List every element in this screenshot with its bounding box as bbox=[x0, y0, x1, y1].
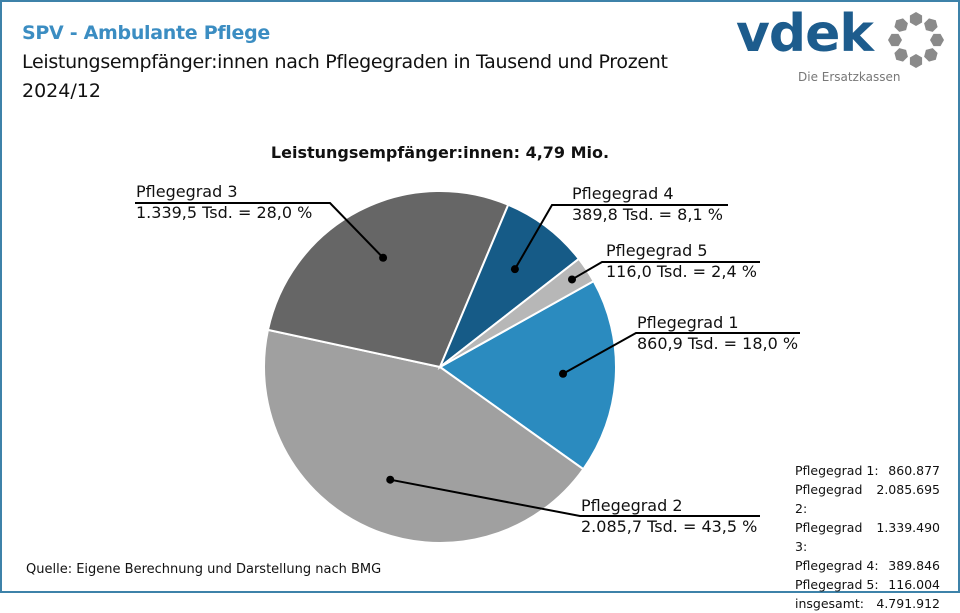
summary-row: Pflegegrad 2: 2.085.695 bbox=[795, 480, 940, 518]
slice-label-value: 116,0 Tsd. = 2,4 % bbox=[606, 262, 757, 281]
summary-value: 116.004 bbox=[888, 577, 940, 592]
summary-value: 2.085.695 bbox=[876, 482, 940, 497]
leader-dot bbox=[379, 253, 388, 262]
logo-wordmark: vdek bbox=[736, 4, 874, 64]
slice-label-name: Pflegegrad 4 bbox=[572, 184, 674, 203]
leader-line bbox=[514, 204, 728, 270]
logo-tagline: Die Ersatzkassen bbox=[798, 70, 901, 84]
summary-value: 389.846 bbox=[888, 558, 940, 573]
leader-dot bbox=[559, 369, 568, 378]
summary-row: Pflegegrad 3: 1.339.490 bbox=[795, 518, 940, 556]
pie-slice-pflegegrad-1 bbox=[438, 279, 617, 471]
slice-label-pflegegrad-4: Pflegegrad 4 389,8 Tsd. = 8,1 % bbox=[572, 183, 723, 225]
summary-row: Pflegegrad 4: 389.846 bbox=[795, 556, 940, 575]
chart-title: SPV - Ambulante Pflege bbox=[22, 22, 270, 44]
pie-slice-pflegegrad-2 bbox=[263, 328, 585, 544]
slice-label-pflegegrad-1: Pflegegrad 1 860,9 Tsd. = 18,0 % bbox=[637, 312, 798, 354]
vdek-logo: vdek Die Ersatzkassen bbox=[732, 4, 952, 88]
slice-label-value: 389,8 Tsd. = 8,1 % bbox=[572, 205, 723, 224]
slice-label-name: Pflegegrad 1 bbox=[637, 313, 739, 332]
total-label: Leistungsempfänger:innen: 4,79 Mio. bbox=[270, 143, 610, 162]
summary-label: Pflegegrad 1: bbox=[795, 463, 879, 478]
summary-row: Pflegegrad 5: 116.004 bbox=[795, 575, 940, 594]
leader-line bbox=[562, 332, 800, 375]
pie-slice-pflegegrad-3 bbox=[266, 190, 510, 369]
summary-value: 860.877 bbox=[888, 463, 940, 478]
leader-line bbox=[390, 478, 760, 517]
logo-hexagon bbox=[909, 54, 923, 68]
logo-hexagon bbox=[894, 48, 908, 62]
summary-label: Pflegegrad 5: bbox=[795, 577, 879, 592]
summary-value: 4.791.912 bbox=[876, 596, 940, 611]
leader-line bbox=[135, 202, 384, 259]
leader-dot bbox=[567, 275, 576, 284]
logo-hexagon bbox=[894, 18, 908, 32]
summary-label: Pflegegrad 3: bbox=[795, 520, 863, 554]
summary-row: insgesamt: 4.791.912 bbox=[795, 594, 940, 613]
logo-hexagon bbox=[924, 18, 938, 32]
pie-slice-pflegegrad-5 bbox=[439, 257, 595, 368]
leader-dot bbox=[386, 475, 395, 484]
summary-label: Pflegegrad 2: bbox=[795, 482, 863, 516]
slice-label-value: 1.339,5 Tsd. = 28,0 % bbox=[136, 203, 313, 222]
ring-of-hexagons-icon bbox=[888, 12, 944, 68]
summary-row: Pflegegrad 1: 860.877 bbox=[795, 461, 940, 480]
slice-label-value: 2.085,7 Tsd. = 43,5 % bbox=[581, 517, 758, 536]
logo-hexagon bbox=[924, 48, 938, 62]
leader-dot bbox=[510, 265, 519, 274]
summary-value: 1.339.490 bbox=[876, 520, 940, 535]
logo-hexagon bbox=[930, 33, 944, 47]
slice-label-value: 860,9 Tsd. = 18,0 % bbox=[637, 334, 799, 353]
slice-label-name: Pflegegrad 2 bbox=[581, 496, 683, 515]
summary-table: Pflegegrad 1: 860.877 Pflegegrad 2: 2.085.… bbox=[795, 461, 940, 613]
slice-label-pflegegrad-3: Pflegegrad 3 1.339,5 Tsd. = 28,0 % bbox=[136, 181, 312, 223]
slice-label-pflegegrad-2: Pflegegrad 2 2.085,7 Tsd. = 43,5 % bbox=[581, 495, 757, 537]
chart-period: 2024/12 bbox=[22, 80, 101, 102]
pie-chart bbox=[135, 190, 800, 544]
summary-label: insgesamt: bbox=[795, 596, 864, 611]
summary-label: Pflegegrad 4: bbox=[795, 558, 879, 573]
chart-frame bbox=[0, 0, 960, 593]
source-note: Quelle: Eigene Berechnung und Darstellun… bbox=[26, 562, 382, 577]
slice-label-pflegegrad-5: Pflegegrad 5 116,0 Tsd. = 2,4 % bbox=[606, 240, 757, 282]
chart-subtitle: Leistungsempfänger:innen nach Pflegegrad… bbox=[22, 51, 668, 73]
logo-hexagon bbox=[909, 12, 923, 26]
slice-label-name: Pflegegrad 3 bbox=[136, 182, 238, 201]
pie-slice-pflegegrad-4 bbox=[437, 203, 581, 371]
leader-line bbox=[571, 261, 760, 281]
logo-hexagon bbox=[888, 33, 902, 47]
slice-label-name: Pflegegrad 5 bbox=[606, 241, 708, 260]
